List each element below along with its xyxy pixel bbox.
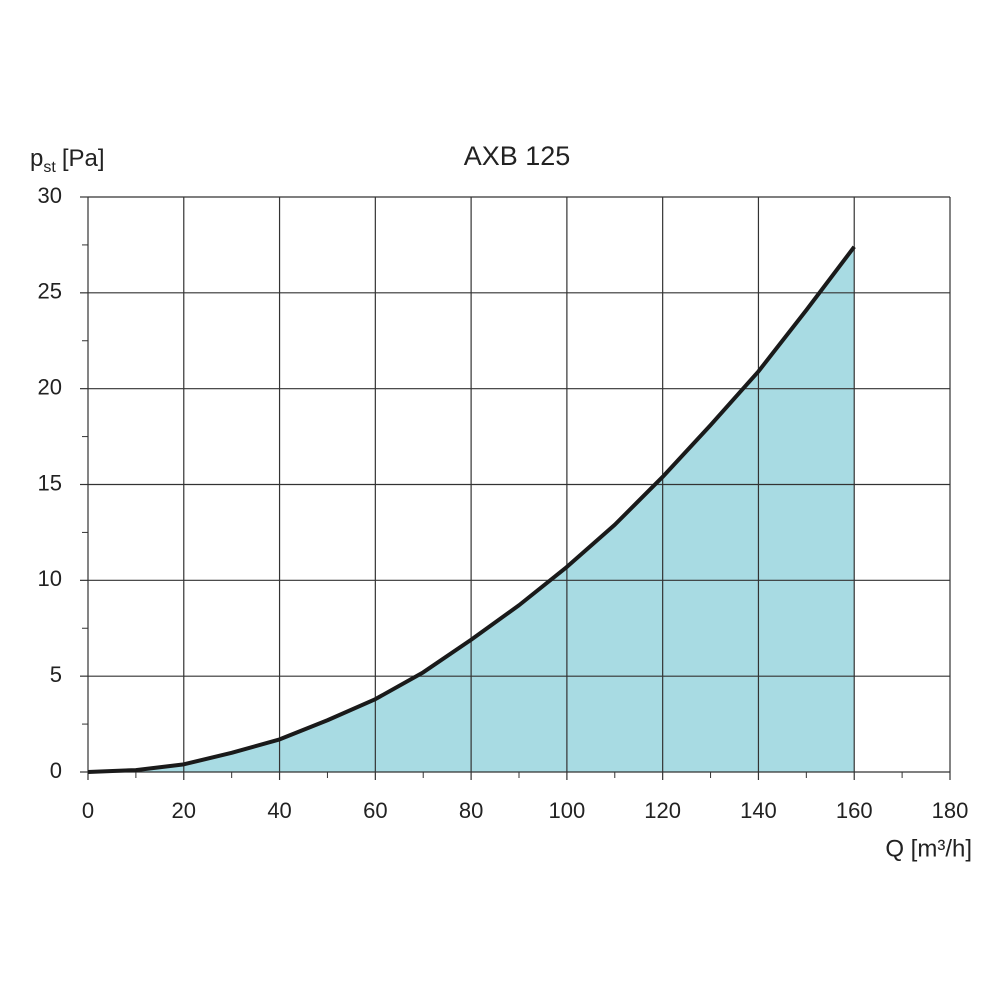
y-tick-label: 10 <box>38 566 62 591</box>
x-tick-label: 140 <box>740 798 777 823</box>
x-tick-label: 20 <box>172 798 196 823</box>
x-tick-label: 100 <box>549 798 586 823</box>
y-tick-label: 25 <box>38 279 62 304</box>
y-tick-label: 30 <box>38 183 62 208</box>
x-axis-label: Q [m³/h] <box>885 835 972 862</box>
y-tick-label: 5 <box>50 662 62 687</box>
y-tick-label: 20 <box>38 374 62 399</box>
x-tick-label: 40 <box>267 798 291 823</box>
y-tick-label: 15 <box>38 470 62 495</box>
y-tick-label: 0 <box>50 758 62 783</box>
x-tick-label: 0 <box>82 798 94 823</box>
y-label-base: p <box>30 145 43 172</box>
y-label-unit: [Pa] <box>62 145 105 172</box>
x-tick-label: 60 <box>363 798 387 823</box>
x-tick-label: 160 <box>836 798 873 823</box>
x-tick-label: 120 <box>644 798 681 823</box>
x-tick-label: 180 <box>932 798 969 823</box>
y-axis-label: pst [Pa] <box>30 145 105 176</box>
y-label-sub: st <box>43 159 56 176</box>
chart-title: AXB 125 <box>464 141 571 171</box>
x-tick-label: 80 <box>459 798 483 823</box>
curve <box>87 245 856 774</box>
